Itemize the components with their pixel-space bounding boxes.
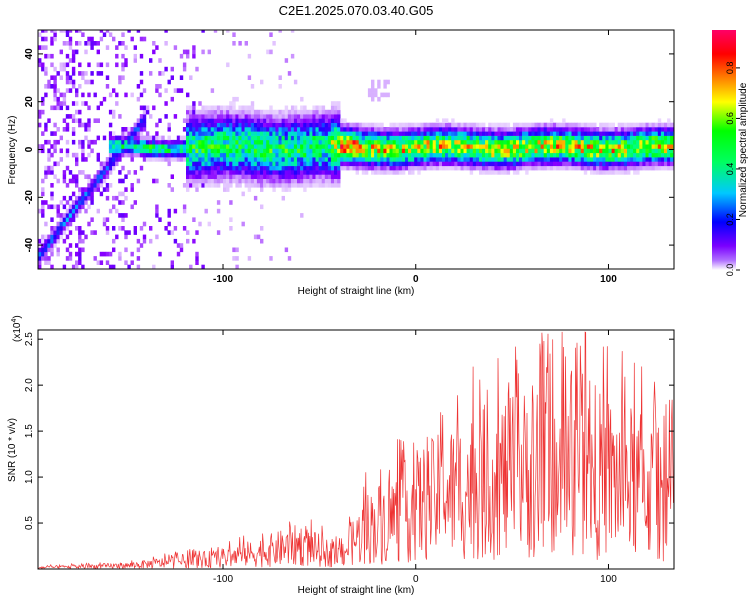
x-axis-label: Height of straight line (km) (298, 286, 415, 297)
colorbar (712, 30, 736, 270)
x-tick-label: 100 (600, 274, 617, 285)
y-tick-label: 0 (24, 146, 35, 152)
spectrogram-chart: -100 0 100 -40 -20 0 20 40 Height of straight l… (7, 29, 749, 297)
x-tick-label-2: 100 (600, 574, 617, 585)
colorbar-tick-label: 0.6 (725, 112, 735, 125)
y-scale-multiplier: (x104) (11, 315, 23, 342)
colorbar-label: Normalized spectral amplitude (738, 82, 749, 217)
y-axis-label-2: SNR (10 * v/v) (7, 418, 18, 482)
colorbar-tick-label: 0.2 (725, 213, 735, 226)
y-tick-label: -40 (24, 237, 35, 252)
x-tick-label-2: -100 (213, 574, 233, 585)
x-tick-label: -100 (213, 274, 233, 285)
y-tick-label-2: 1.0 (24, 470, 35, 484)
y-tick-label-2: 2.5 (24, 332, 35, 346)
y-tick-label-2: 2.0 (24, 378, 35, 392)
x-axis-label-2: Height of straight line (km) (298, 585, 415, 596)
colorbar-tick-label: 0.0 (725, 264, 735, 277)
x-tick-label: 0 (413, 274, 419, 285)
y-tick-label: 40 (24, 48, 35, 60)
y-tick-label-2: 1.5 (24, 424, 35, 438)
svg-text:(x104): (x104) (11, 315, 23, 342)
y-tick-label-2: 0.5 (24, 516, 35, 530)
colorbar-tick-label: 0.4 (725, 163, 735, 176)
y-tick-label: -20 (24, 190, 35, 205)
plot-frame-2 (37, 329, 675, 570)
colorbar-tick-label: 0.8 (725, 62, 735, 75)
page-title: C2E1.2025.070.03.40.G05 (278, 3, 434, 18)
snr-series-line (38, 331, 674, 569)
x-tick-label-2: 0 (413, 574, 419, 585)
heatmap-cells (38, 30, 674, 269)
y-tick-label: 20 (24, 96, 35, 108)
y-axis-label: Frequency (Hz) (7, 116, 18, 185)
